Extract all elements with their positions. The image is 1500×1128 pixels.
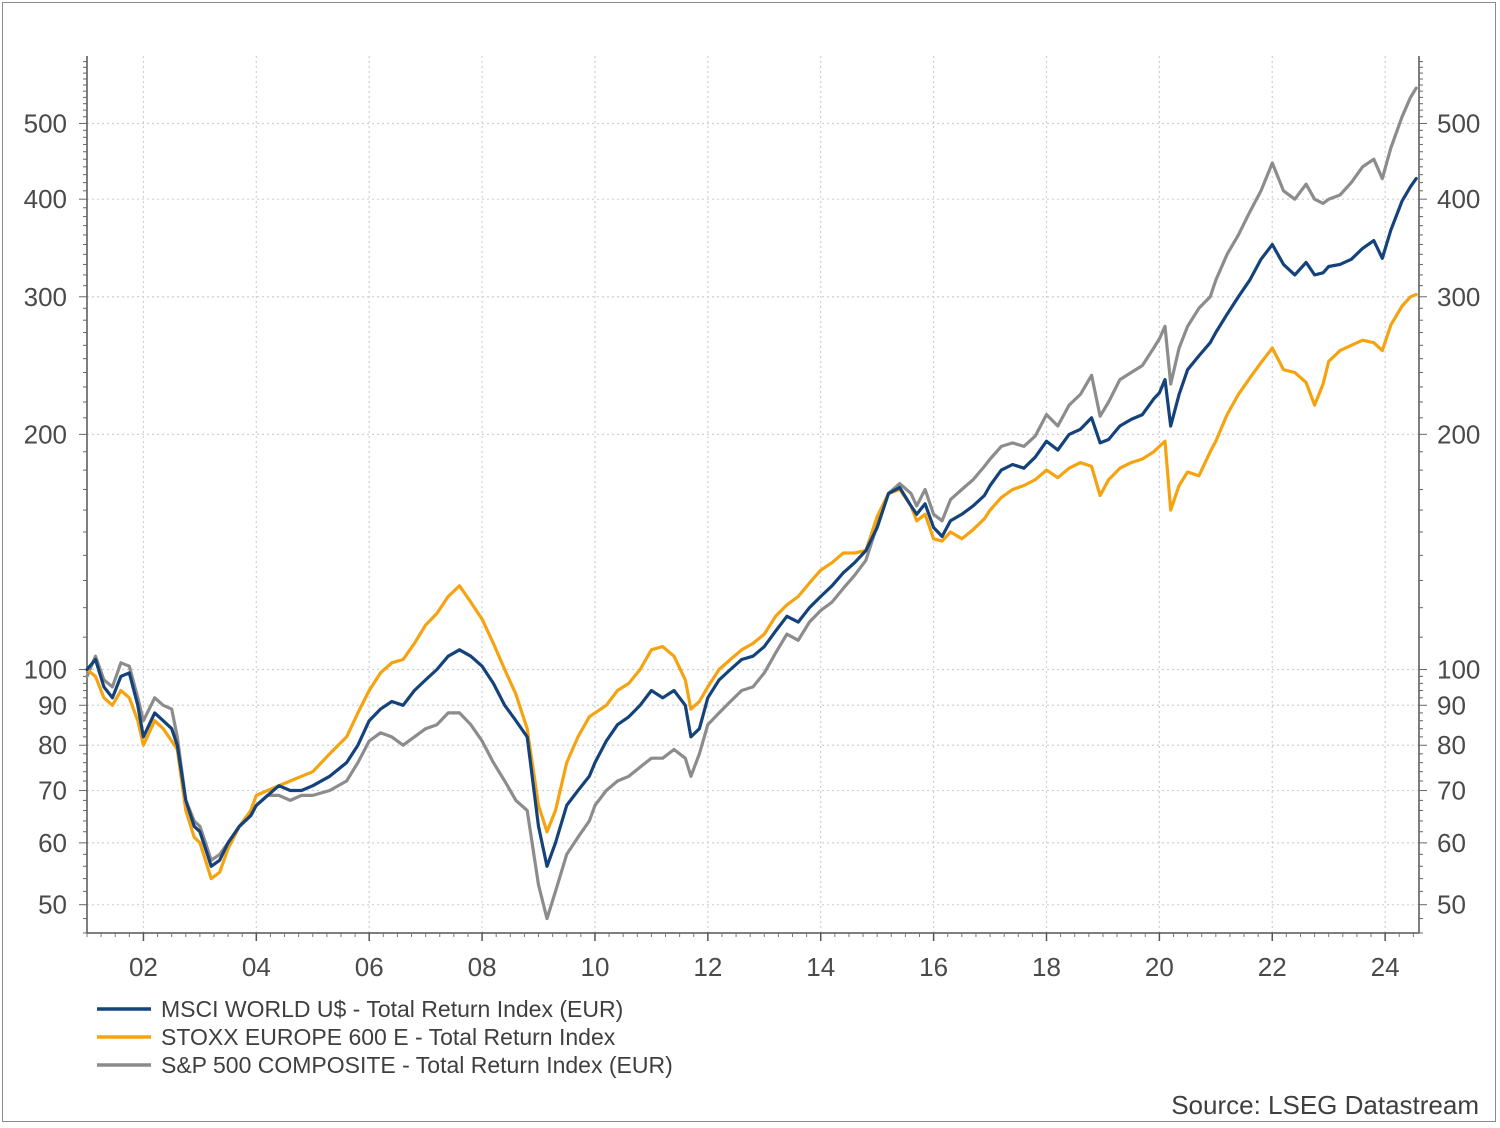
y-tick-label-left: 70 xyxy=(38,776,67,806)
series-line-2 xyxy=(85,292,1418,881)
x-tick-label: 24 xyxy=(1371,952,1400,982)
y-tick-label-right: 90 xyxy=(1437,690,1466,720)
legend: MSCI WORLD U$ - Total Return Index (EUR)… xyxy=(97,996,673,1078)
y-tick-label-left: 500 xyxy=(24,108,67,138)
y-tick-label-right: 60 xyxy=(1437,828,1466,858)
y-tick-label-right: 400 xyxy=(1437,184,1480,214)
y-tick-label-left: 200 xyxy=(24,419,67,449)
x-tick-label: 02 xyxy=(129,952,158,982)
y-tick-label-left: 50 xyxy=(38,890,67,920)
legend-label-1: MSCI WORLD U$ - Total Return Index (EUR) xyxy=(161,996,623,1022)
y-tick-label-left: 400 xyxy=(24,184,67,214)
series-lines xyxy=(85,86,1418,921)
y-tick-label-right: 50 xyxy=(1437,890,1466,920)
y-tick-label-left: 80 xyxy=(38,730,67,760)
y-tick-label-right: 70 xyxy=(1437,776,1466,806)
series-line-1 xyxy=(85,177,1418,868)
y-tick-label-right: 200 xyxy=(1437,419,1480,449)
x-tick-label: 06 xyxy=(355,952,384,982)
y-tick-label-right: 300 xyxy=(1437,282,1480,312)
series-line-3 xyxy=(85,86,1418,921)
gridlines xyxy=(87,56,1419,933)
x-tick-label: 12 xyxy=(693,952,722,982)
y-tick-label-left: 60 xyxy=(38,828,67,858)
x-tick-label: 14 xyxy=(806,952,835,982)
x-tick-label: 10 xyxy=(581,952,610,982)
source-label: Source: LSEG Datastream xyxy=(1171,1090,1479,1120)
x-tick-label: 22 xyxy=(1258,952,1287,982)
y-tick-label-left: 300 xyxy=(24,282,67,312)
legend-label-2: STOXX EUROPE 600 E - Total Return Index xyxy=(161,1024,616,1050)
x-tick-label: 08 xyxy=(468,952,497,982)
legend-label-3: S&P 500 COMPOSITE - Total Return Index (… xyxy=(161,1052,673,1078)
y-tick-label-right: 500 xyxy=(1437,108,1480,138)
y-tick-label-left: 90 xyxy=(38,690,67,720)
x-tick-label: 04 xyxy=(242,952,271,982)
axes xyxy=(86,56,1420,934)
ticks: 50 50 60 60 70 70 80 80 90 90 100 100 200 200 300 300 40… xyxy=(24,61,1480,982)
y-tick-label-right: 80 xyxy=(1437,730,1466,760)
x-tick-label: 18 xyxy=(1032,952,1061,982)
x-tick-label: 16 xyxy=(919,952,948,982)
y-tick-label-left: 100 xyxy=(24,655,67,685)
line-chart: 50 50 60 60 70 70 80 80 90 90 100 100 200 200 300 300 40… xyxy=(24,56,1480,1120)
x-tick-label: 20 xyxy=(1145,952,1174,982)
y-tick-label-right: 100 xyxy=(1437,655,1480,685)
